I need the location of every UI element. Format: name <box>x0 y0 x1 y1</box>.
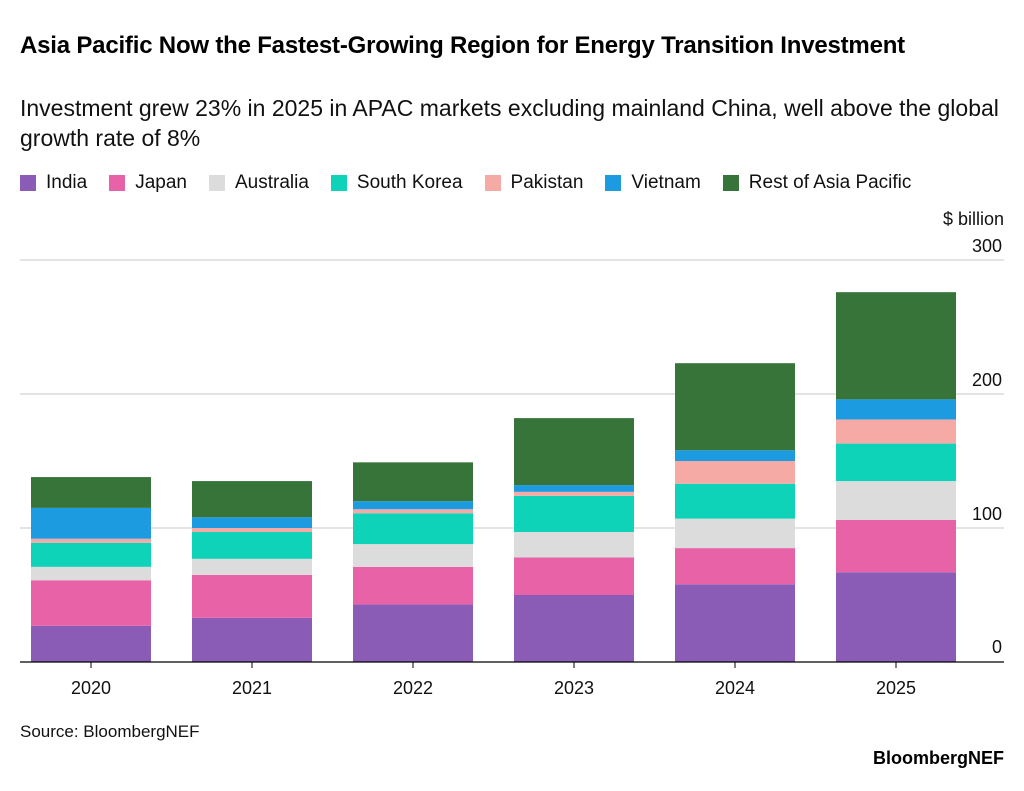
legend-label: Rest of Asia Pacific <box>748 172 912 193</box>
legend-label: Vietnam <box>631 172 701 193</box>
bar-segment-rest-of-asia-pacific-2022 <box>353 462 473 502</box>
x-tick-label: 2024 <box>715 678 755 698</box>
bar-segment-rest-of-asia-pacific-2021 <box>192 481 312 518</box>
bar-segment-india-2024 <box>675 584 795 662</box>
bar-segment-pakistan-2021 <box>192 528 312 533</box>
bar-segment-pakistan-2025 <box>836 419 956 444</box>
brand-logo: BloombergNEF <box>872 748 1004 768</box>
legend-swatch <box>605 175 622 191</box>
bar-segment-south-korea-2023 <box>514 495 634 533</box>
bar-segment-vietnam-2023 <box>514 485 634 492</box>
legend-item: Vietnam <box>605 172 701 194</box>
x-tick-label: 2022 <box>393 678 433 698</box>
bar-segment-japan-2020 <box>31 580 151 626</box>
bar-segment-pakistan-2023 <box>514 491 634 496</box>
legend-swatch <box>20 175 36 191</box>
bar-segment-pakistan-2024 <box>675 461 795 484</box>
bar-segment-south-korea-2024 <box>675 483 795 519</box>
source-note: Source: BloombergNEF <box>20 722 200 741</box>
bar-segment-india-2025 <box>836 572 956 662</box>
bar-segment-india-2022 <box>353 604 473 662</box>
legend-label: Australia <box>234 172 309 193</box>
legend: India Japan Australia South Korea Pakistan Vi… <box>20 171 933 195</box>
bar-segment-vietnam-2020 <box>31 507 151 539</box>
x-tick-label: 2023 <box>554 678 594 698</box>
bar-segment-south-korea-2020 <box>31 542 151 567</box>
bar-segment-australia-2021 <box>192 558 312 575</box>
bar-segment-south-korea-2025 <box>836 443 956 482</box>
chart-subtitle: Investment grew 23% in 2025 in APAC mark… <box>20 95 999 151</box>
legend-swatch <box>208 175 225 191</box>
legend-item: Australia <box>208 172 309 194</box>
bar-segment-australia-2024 <box>675 518 795 549</box>
bar-segment-japan-2024 <box>675 548 795 585</box>
legend-swatch <box>484 175 501 191</box>
bar-segment-vietnam-2024 <box>675 450 795 461</box>
y-tick-label: 300 <box>972 236 1002 256</box>
legend-label: Pakistan <box>510 172 584 193</box>
legend-label: India <box>46 172 88 193</box>
bar-segment-india-2023 <box>514 595 634 662</box>
bar-segment-rest-of-asia-pacific-2023 <box>514 418 634 486</box>
bar-segment-australia-2023 <box>514 532 634 558</box>
bar-segment-india-2020 <box>31 625 151 662</box>
legend-swatch <box>722 175 739 191</box>
legend-item: India <box>20 172 87 194</box>
legend-item: Pakistan <box>484 172 584 194</box>
legend-label: Japan <box>135 172 187 193</box>
bar-segment-vietnam-2025 <box>836 399 956 420</box>
bar-segment-vietnam-2022 <box>353 501 473 510</box>
bar-segment-rest-of-asia-pacific-2020 <box>31 477 151 508</box>
x-tick-label: 2020 <box>71 678 111 698</box>
x-tick-label: 2021 <box>232 678 272 698</box>
bar-segment-australia-2025 <box>836 481 956 520</box>
x-tick-label: 2025 <box>876 678 916 698</box>
bar-segment-rest-of-asia-pacific-2025 <box>836 292 956 400</box>
bar-segment-vietnam-2021 <box>192 517 312 528</box>
bar-segment-australia-2020 <box>31 566 151 581</box>
y-tick-label: 100 <box>972 504 1002 524</box>
bar-segment-japan-2022 <box>353 566 473 605</box>
y-tick-label: 0 <box>992 637 1002 657</box>
legend-item: Rest of Asia Pacific <box>722 172 912 194</box>
legend-swatch <box>330 175 347 191</box>
bar-segment-japan-2025 <box>836 519 956 573</box>
bar-segment-australia-2022 <box>353 544 473 567</box>
bar-segment-pakistan-2020 <box>31 538 151 543</box>
chart-title: Asia Pacific Now the Fastest-Growing Reg… <box>20 32 905 59</box>
bar-segment-south-korea-2021 <box>192 532 312 559</box>
bar-segment-japan-2023 <box>514 557 634 595</box>
bar-segment-india-2021 <box>192 617 312 662</box>
bar-segment-pakistan-2022 <box>353 509 473 514</box>
bar-segment-rest-of-asia-pacific-2024 <box>675 363 795 451</box>
legend-swatch <box>109 175 126 191</box>
legend-item: Japan <box>109 172 187 194</box>
bar-segment-south-korea-2022 <box>353 513 473 545</box>
bar-segment-japan-2021 <box>192 574 312 618</box>
legend-item: South Korea <box>330 172 463 194</box>
y-axis-unit: $ billion <box>942 209 1004 229</box>
legend-label: South Korea <box>356 172 463 193</box>
y-tick-label: 200 <box>972 370 1002 390</box>
